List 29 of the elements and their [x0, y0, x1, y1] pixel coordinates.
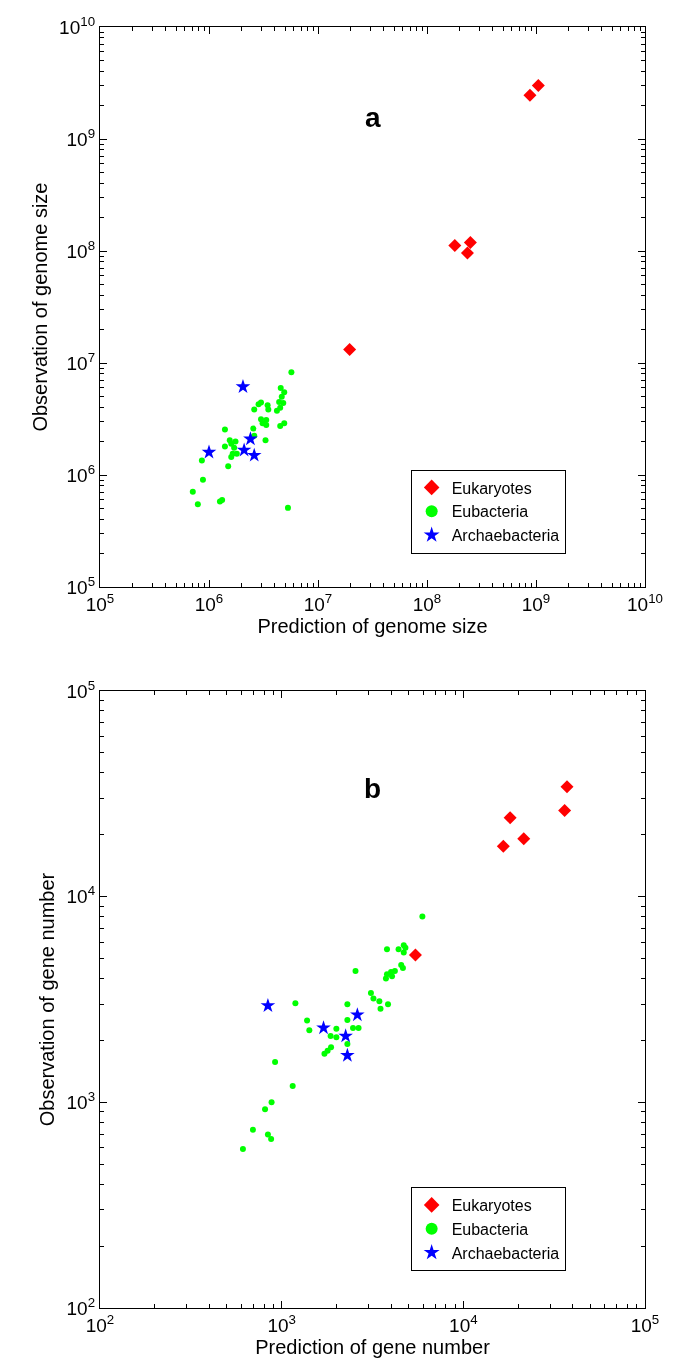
x-tick-label: 10$^{6}$: [194, 591, 224, 616]
legend-label: Archaebacteria: [451, 1244, 560, 1262]
y-axis-title: Observation of gene number: [36, 872, 58, 1127]
y-tick-label: 10$^{4}$: [66, 883, 96, 908]
x-tick-label: 10$^{9}$: [521, 591, 551, 616]
legend-label: Archaebacteria: [451, 527, 560, 545]
text: a: [365, 102, 381, 133]
x-axis-title: Prediction of genome size: [257, 615, 488, 638]
y-tick-label: 10$^{9}$: [66, 125, 96, 150]
legend-label: Eukaryotes: [451, 479, 532, 497]
y-tick-label: 10$^{6}$: [66, 461, 96, 486]
x-axis-title: Prediction of gene number: [255, 1335, 491, 1358]
x-tick-label: 10$^{7}$: [303, 591, 333, 616]
y-tick-label: 10$^{5}$: [66, 677, 96, 702]
y-tick-label: 10$^{3}$: [66, 1088, 96, 1113]
x-tick-label: 10$^{10}$: [627, 591, 663, 616]
x-tick-label: 10$^{5}$: [630, 1311, 660, 1336]
y-axis-title: Observation of genome size: [28, 182, 51, 432]
y-tick-label: 10$^{7}$: [66, 349, 96, 374]
legend-label: Eukaryotes: [451, 1197, 532, 1215]
text: b: [364, 773, 382, 804]
legend-label: Eubacteria: [451, 503, 529, 521]
y-tick-label: 10$^{2}$: [66, 1294, 96, 1319]
x-tick-label: 10$^{4}$: [449, 1311, 478, 1336]
legend-label: Eubacteria: [451, 1220, 529, 1238]
x-tick-label: 10$^{3}$: [267, 1311, 296, 1336]
y-tick-label: 10$^{8}$: [66, 237, 96, 262]
y-tick-label: 10$^{10}$: [59, 13, 96, 38]
x-tick-label: 10$^{8}$: [412, 591, 442, 616]
